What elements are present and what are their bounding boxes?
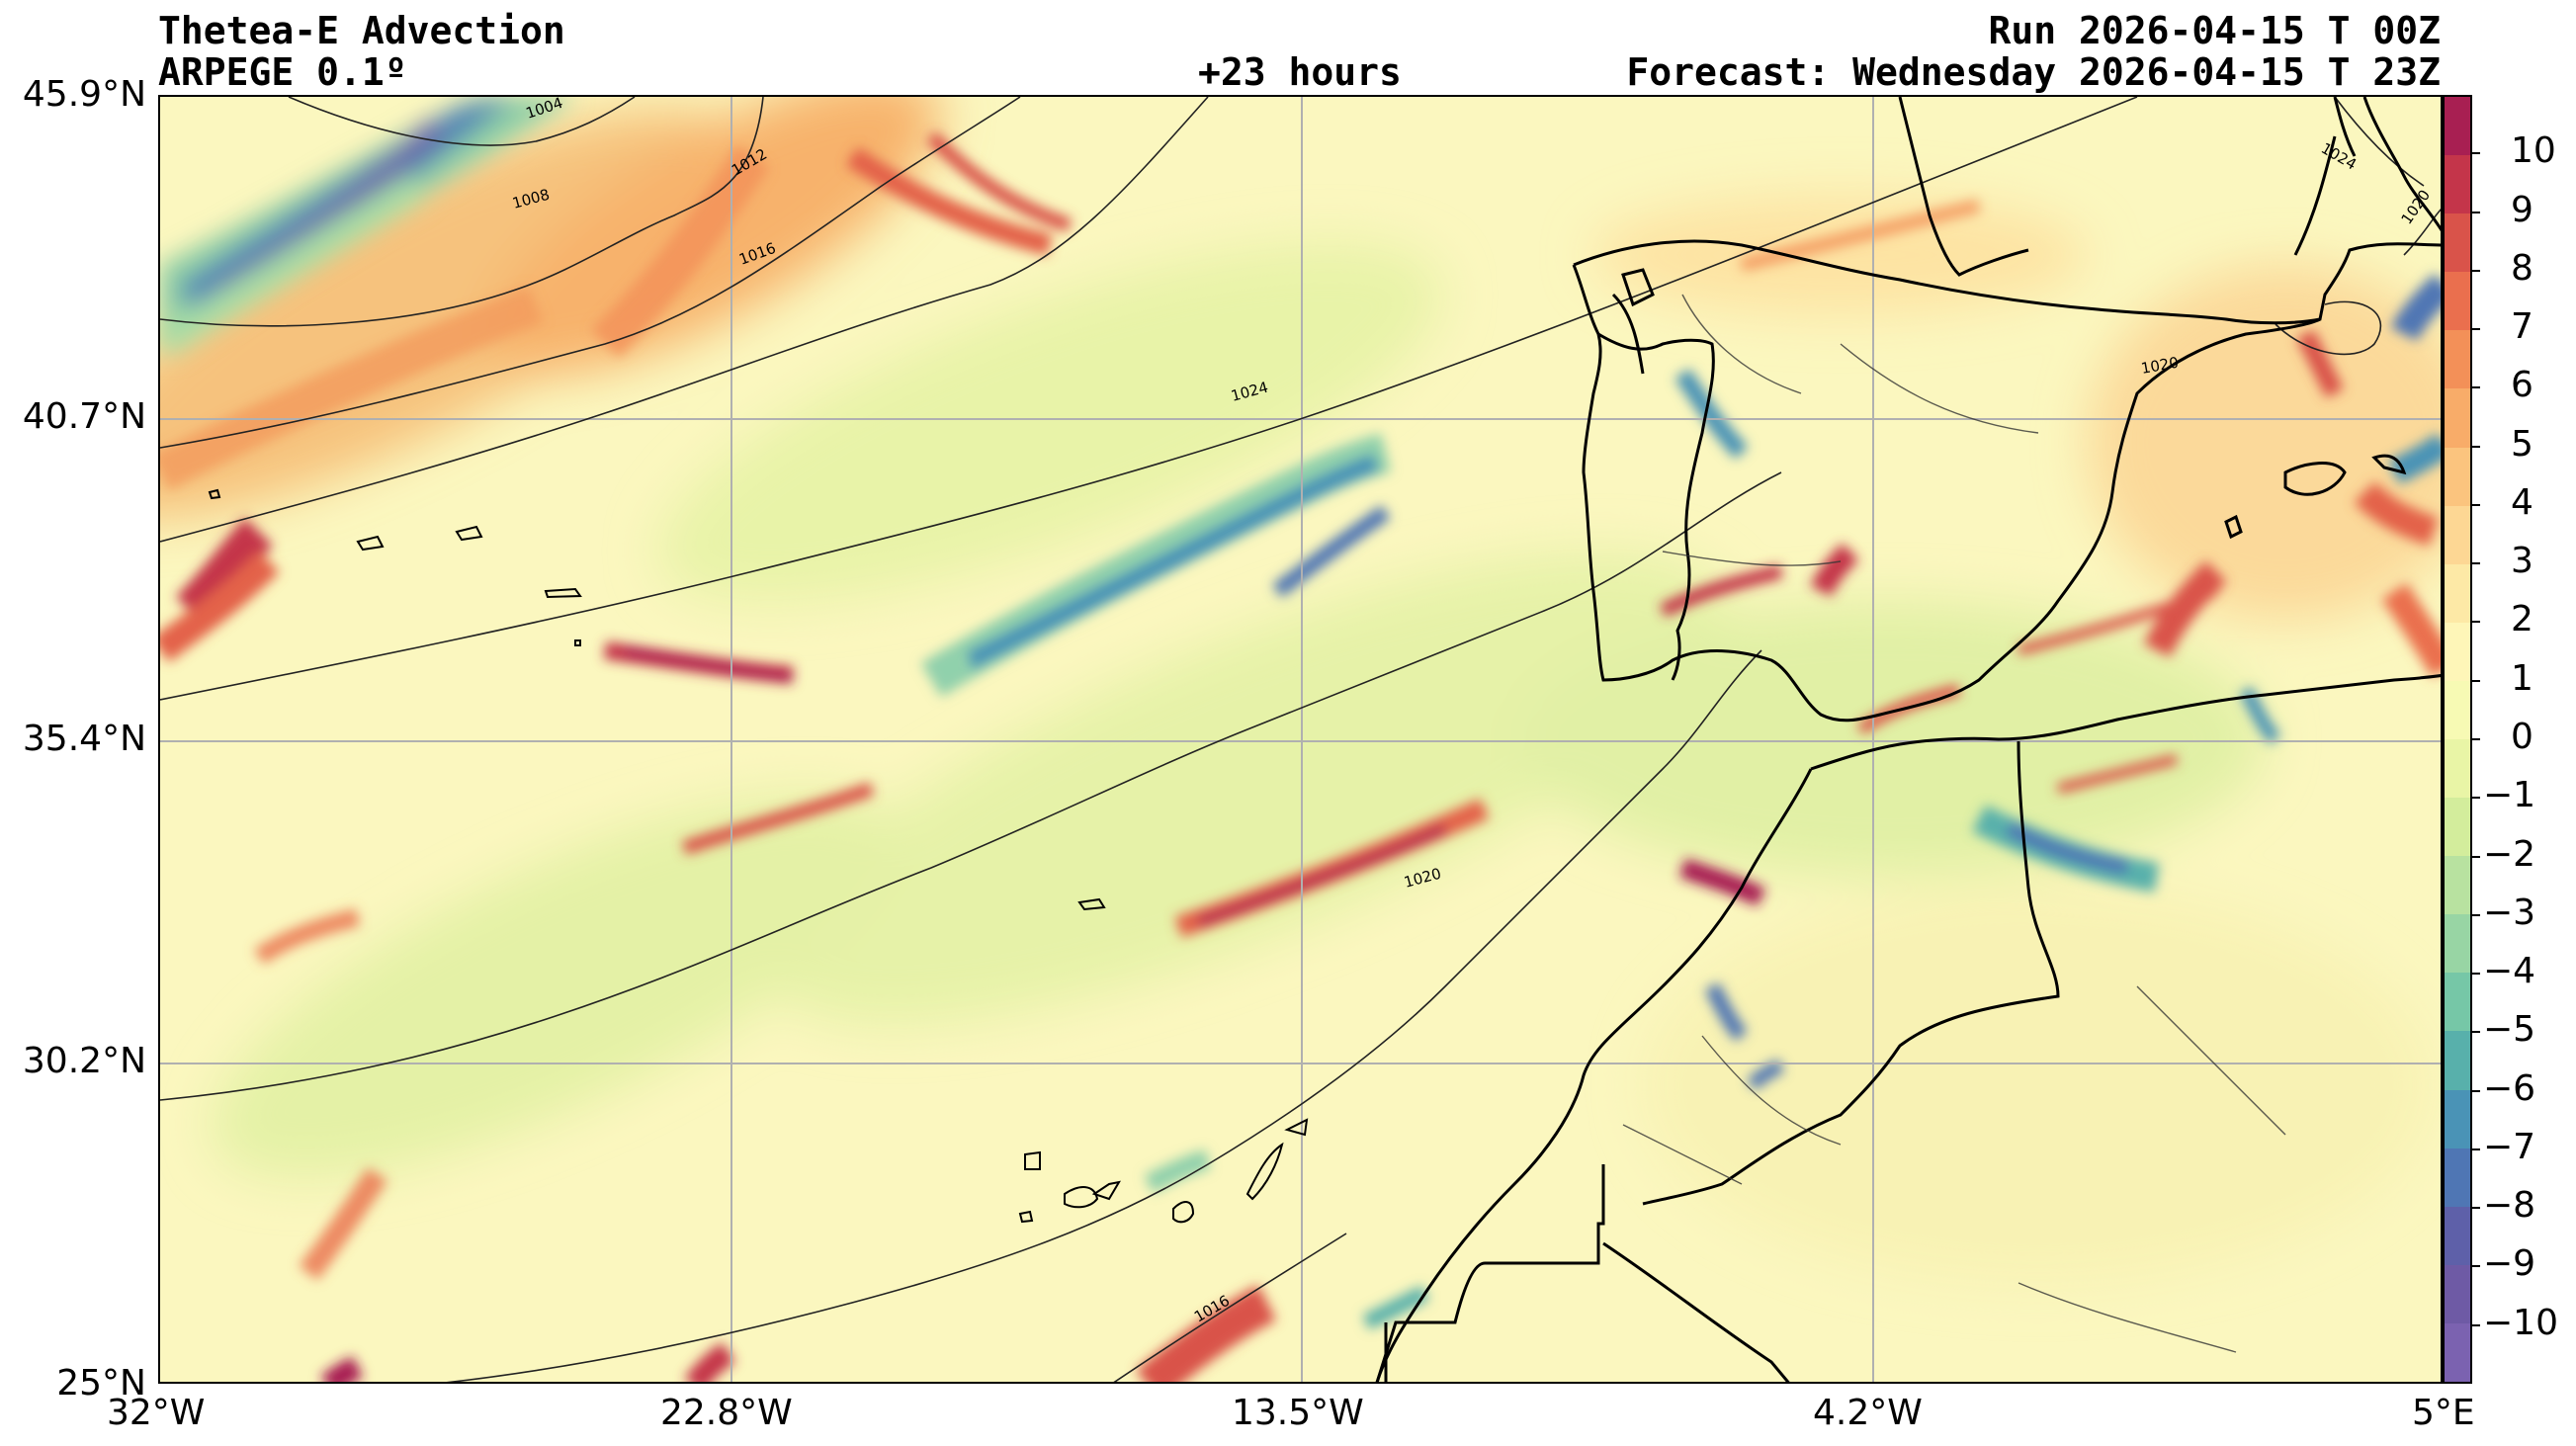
title-line1: Thetea-E Advection <box>158 9 565 52</box>
colorbar-tick-mark <box>2472 1323 2480 1326</box>
lon-label: 4.2°W <box>1813 1393 1923 1433</box>
colorbar-segment <box>2445 973 2470 1032</box>
field-broad-areas <box>160 97 2441 1283</box>
colorbar-tick-mark <box>2472 562 2480 565</box>
colorbar-tick-label: 0 <box>2511 717 2533 757</box>
colorbar-tick-mark <box>2472 1265 2480 1268</box>
colorbar-segment <box>2445 213 2470 273</box>
colorbar-tick-mark <box>2472 738 2480 740</box>
title-line2: ARPEGE 0.1º <box>158 50 407 94</box>
lat-label: 40.7°N <box>22 396 146 437</box>
colorbar-tick-mark <box>2472 211 2480 213</box>
colorbar-segment <box>2445 1322 2470 1383</box>
lat-label: 45.9°N <box>22 74 146 115</box>
colorbar-segment <box>2445 1089 2470 1149</box>
admin-lines <box>1622 294 2286 1353</box>
coastlines <box>208 97 2441 1382</box>
colorbar-segment <box>2445 622 2470 682</box>
colorbar-segment <box>2445 97 2470 156</box>
colorbar-tick-label: 1 <box>2511 657 2533 699</box>
run-label: Run 2026-04-15 T 00Z <box>1988 9 2441 52</box>
colorbar-tick-mark <box>2472 973 2480 976</box>
colorbar-segment <box>2445 798 2470 857</box>
colorbar-tick-mark <box>2472 797 2480 800</box>
lon-label: 5°E <box>2412 1393 2475 1433</box>
colorbar-tick-mark <box>2472 503 2480 506</box>
colorbar-segment <box>2445 1264 2470 1324</box>
map-svg: 1004 1008 1012 1016 1024 1020 1016 1024 … <box>160 97 2441 1382</box>
colorbar-tick-label: 8 <box>2511 247 2533 289</box>
colorbar-tick-mark <box>2472 1148 2480 1150</box>
colorbar-tick-mark <box>2472 386 2480 389</box>
colorbar-tick-label: −7 <box>2483 1126 2536 1167</box>
colorbar-tick-mark <box>2472 445 2480 448</box>
colorbar-tick-label: −10 <box>2483 1302 2558 1343</box>
colorbar-tick-label: 10 <box>2511 130 2556 172</box>
colorbar-tick-label: 2 <box>2511 599 2533 640</box>
colorbar-segment <box>2445 388 2470 449</box>
lat-label: 30.2°N <box>22 1041 146 1081</box>
colorbar-tick-label: −6 <box>2483 1067 2536 1109</box>
colorbar-tick-mark <box>2472 1031 2480 1034</box>
lon-label: 22.8°W <box>660 1393 793 1433</box>
colorbar-tick-label: 3 <box>2511 541 2533 582</box>
colorbar-tick-label: −9 <box>2483 1243 2536 1285</box>
colorbar-tick-mark <box>2472 269 2480 272</box>
colorbar-segment <box>2445 1206 2470 1266</box>
colorbar-tick-label: 6 <box>2511 365 2533 406</box>
lon-label: 32°W <box>107 1393 206 1433</box>
colorbar-segment <box>2445 563 2470 624</box>
colorbar-tick-label: −8 <box>2483 1185 2536 1227</box>
field-warm-streaks <box>160 131 2441 1382</box>
colorbar-segment <box>2445 330 2470 389</box>
lat-label: 35.4°N <box>22 719 146 759</box>
colorbar-tick-mark <box>2472 1207 2480 1210</box>
colorbar-segment <box>2445 914 2470 974</box>
lead-time: +23 hours <box>1198 50 1402 94</box>
colorbar-tick-label: 9 <box>2511 189 2533 230</box>
colorbar-segment <box>2445 1031 2470 1091</box>
colorbar-tick-mark <box>2472 1089 2480 1092</box>
colorbar-tick-label: −1 <box>2483 775 2536 816</box>
forecast-label: Forecast: Wednesday 2026-04-15 T 23Z <box>1626 50 2441 94</box>
colorbar-tick-mark <box>2472 855 2480 858</box>
colorbar-tick-mark <box>2472 679 2480 682</box>
field-cool-streaks <box>920 273 2441 1330</box>
isobars <box>160 97 2441 1382</box>
colorbar-tick-mark <box>2472 913 2480 916</box>
colorbar-tick-label: 7 <box>2511 306 2533 348</box>
field-cool-band-nw <box>160 97 575 357</box>
colorbar-tick-label: 4 <box>2511 481 2533 523</box>
colorbar-tick-label: −3 <box>2483 892 2536 933</box>
colorbar-segment <box>2445 1148 2470 1208</box>
colorbar-tick-mark <box>2472 621 2480 624</box>
map-panel[interactable]: 1004 1008 1012 1016 1024 1020 1016 1024 … <box>158 95 2443 1384</box>
colorbar-segment <box>2445 680 2470 740</box>
colorbar-segment <box>2445 505 2470 565</box>
colorbar-tick-label: −2 <box>2483 833 2536 875</box>
colorbar-tick-label: −4 <box>2483 951 2536 992</box>
lon-label: 13.5°W <box>1232 1393 1364 1433</box>
colorbar-tick-mark <box>2472 328 2480 331</box>
colorbar-segment <box>2445 155 2470 214</box>
colorbar-tick-label: −5 <box>2483 1009 2536 1051</box>
colorbar-segment <box>2445 739 2470 799</box>
colorbar <box>2443 95 2472 1384</box>
colorbar-segment <box>2445 447 2470 507</box>
lat-label: 25°N <box>56 1363 146 1403</box>
colorbar-tick-label: 5 <box>2511 423 2533 465</box>
colorbar-tick-mark <box>2472 152 2480 155</box>
colorbar-segment <box>2445 272 2470 331</box>
colorbar-segment <box>2445 856 2470 915</box>
